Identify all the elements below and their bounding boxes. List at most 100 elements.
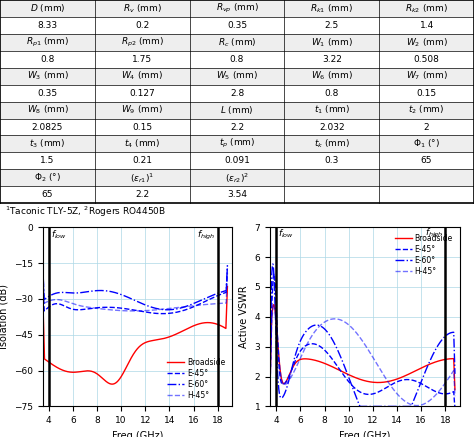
Legend: Broadside, E-45°, E-60°, H-45°: Broadside, E-45°, E-60°, H-45° <box>392 231 456 279</box>
Bar <box>284 51 379 68</box>
Text: $t_3$ (mm): $t_3$ (mm) <box>29 138 65 150</box>
Text: $R_{k1}$ (mm): $R_{k1}$ (mm) <box>310 2 353 15</box>
Bar <box>379 153 474 169</box>
Text: $W_3$ (mm): $W_3$ (mm) <box>27 70 68 83</box>
Text: 0.15: 0.15 <box>417 89 437 97</box>
Bar <box>0 169 95 186</box>
Text: $W_5$ (mm): $W_5$ (mm) <box>216 70 258 83</box>
Legend: Broadside, E-45°, E-60°, H-45°: Broadside, E-45°, E-60°, H-45° <box>164 355 228 402</box>
Bar <box>0 68 95 85</box>
Text: $f_{low}$: $f_{low}$ <box>278 227 294 240</box>
Bar <box>379 135 474 153</box>
Bar <box>379 34 474 51</box>
Text: 0.8: 0.8 <box>230 55 244 64</box>
Text: 0.8: 0.8 <box>40 55 55 64</box>
Text: 3.54: 3.54 <box>227 190 247 199</box>
Text: $(\varepsilon_{r1})^1$: $(\varepsilon_{r1})^1$ <box>130 171 155 185</box>
Bar <box>190 68 284 85</box>
Bar <box>95 34 190 51</box>
Text: 2.0825: 2.0825 <box>32 122 63 132</box>
Text: 0.8: 0.8 <box>325 89 339 97</box>
Bar <box>95 17 190 34</box>
Bar <box>379 85 474 101</box>
Bar <box>190 34 284 51</box>
Text: $t_k$ (mm): $t_k$ (mm) <box>314 138 350 150</box>
Bar <box>95 0 190 17</box>
Bar <box>284 68 379 85</box>
Text: $R_{k2}$ (mm): $R_{k2}$ (mm) <box>405 2 448 15</box>
Text: $(\varepsilon_{r2})^2$: $(\varepsilon_{r2})^2$ <box>225 171 249 185</box>
Bar <box>95 118 190 135</box>
Bar <box>0 153 95 169</box>
Bar <box>379 0 474 17</box>
Bar <box>0 0 95 17</box>
Text: $^1$Taconic TLY-5Z, $^2$Rogers RO4450B: $^1$Taconic TLY-5Z, $^2$Rogers RO4450B <box>5 205 166 219</box>
Bar <box>0 186 95 203</box>
Bar <box>379 17 474 34</box>
Text: $\Phi_2$ (°): $\Phi_2$ (°) <box>34 172 61 184</box>
Bar <box>95 102 190 118</box>
Bar <box>284 0 379 17</box>
Bar <box>284 17 379 34</box>
Bar <box>0 85 95 101</box>
Text: $f_{high}$: $f_{high}$ <box>425 227 444 240</box>
Text: $D$ (mm): $D$ (mm) <box>29 3 65 14</box>
Bar <box>379 51 474 68</box>
Text: 2.8: 2.8 <box>230 89 244 97</box>
Text: 65: 65 <box>42 190 53 199</box>
Bar <box>284 34 379 51</box>
Bar <box>0 51 95 68</box>
Bar <box>95 169 190 186</box>
Text: $t_2$ (mm): $t_2$ (mm) <box>409 104 445 116</box>
Text: 2.5: 2.5 <box>325 21 339 30</box>
Bar <box>0 118 95 135</box>
Bar <box>190 169 284 186</box>
Bar <box>95 85 190 101</box>
Text: $R_c$ (mm): $R_c$ (mm) <box>218 36 256 49</box>
Text: $t_1$ (mm): $t_1$ (mm) <box>314 104 350 116</box>
Bar <box>95 153 190 169</box>
Bar <box>190 186 284 203</box>
Text: $W_6$ (mm): $W_6$ (mm) <box>311 70 353 83</box>
Bar <box>284 118 379 135</box>
Text: $W_1$ (mm): $W_1$ (mm) <box>311 36 353 49</box>
Bar <box>95 135 190 153</box>
Bar <box>0 135 95 153</box>
Text: 0.3: 0.3 <box>325 156 339 165</box>
Bar <box>190 17 284 34</box>
Bar <box>95 186 190 203</box>
Text: 0.2: 0.2 <box>135 21 149 30</box>
Bar <box>379 102 474 118</box>
Bar <box>190 153 284 169</box>
Bar <box>190 135 284 153</box>
Bar <box>190 102 284 118</box>
Bar <box>190 118 284 135</box>
Bar <box>190 0 284 17</box>
Text: 2: 2 <box>424 122 429 132</box>
Text: 1.75: 1.75 <box>132 55 152 64</box>
X-axis label: Freq (GHz): Freq (GHz) <box>339 431 391 437</box>
X-axis label: Freq (GHz): Freq (GHz) <box>112 431 163 437</box>
Text: $f_{high}$: $f_{high}$ <box>198 229 216 242</box>
Text: $W_8$ (mm): $W_8$ (mm) <box>27 104 68 116</box>
Bar <box>284 186 379 203</box>
Text: $f_{low}$: $f_{low}$ <box>51 229 66 241</box>
Text: 0.21: 0.21 <box>132 156 152 165</box>
Bar <box>95 51 190 68</box>
Text: $R_{p1}$ (mm): $R_{p1}$ (mm) <box>26 36 69 49</box>
Text: $W_9$ (mm): $W_9$ (mm) <box>121 104 163 116</box>
Bar <box>284 135 379 153</box>
Text: 8.33: 8.33 <box>37 21 57 30</box>
Text: 0.508: 0.508 <box>414 55 439 64</box>
Text: 3.22: 3.22 <box>322 55 342 64</box>
Bar <box>0 17 95 34</box>
Bar <box>284 169 379 186</box>
Bar <box>379 186 474 203</box>
Text: 0.127: 0.127 <box>129 89 155 97</box>
Text: $W_2$ (mm): $W_2$ (mm) <box>406 36 447 49</box>
Text: 0.091: 0.091 <box>224 156 250 165</box>
Text: $t_4$ (mm): $t_4$ (mm) <box>124 138 160 150</box>
Text: $L$ (mm): $L$ (mm) <box>220 104 254 116</box>
Text: 1.4: 1.4 <box>419 21 434 30</box>
Bar <box>284 85 379 101</box>
